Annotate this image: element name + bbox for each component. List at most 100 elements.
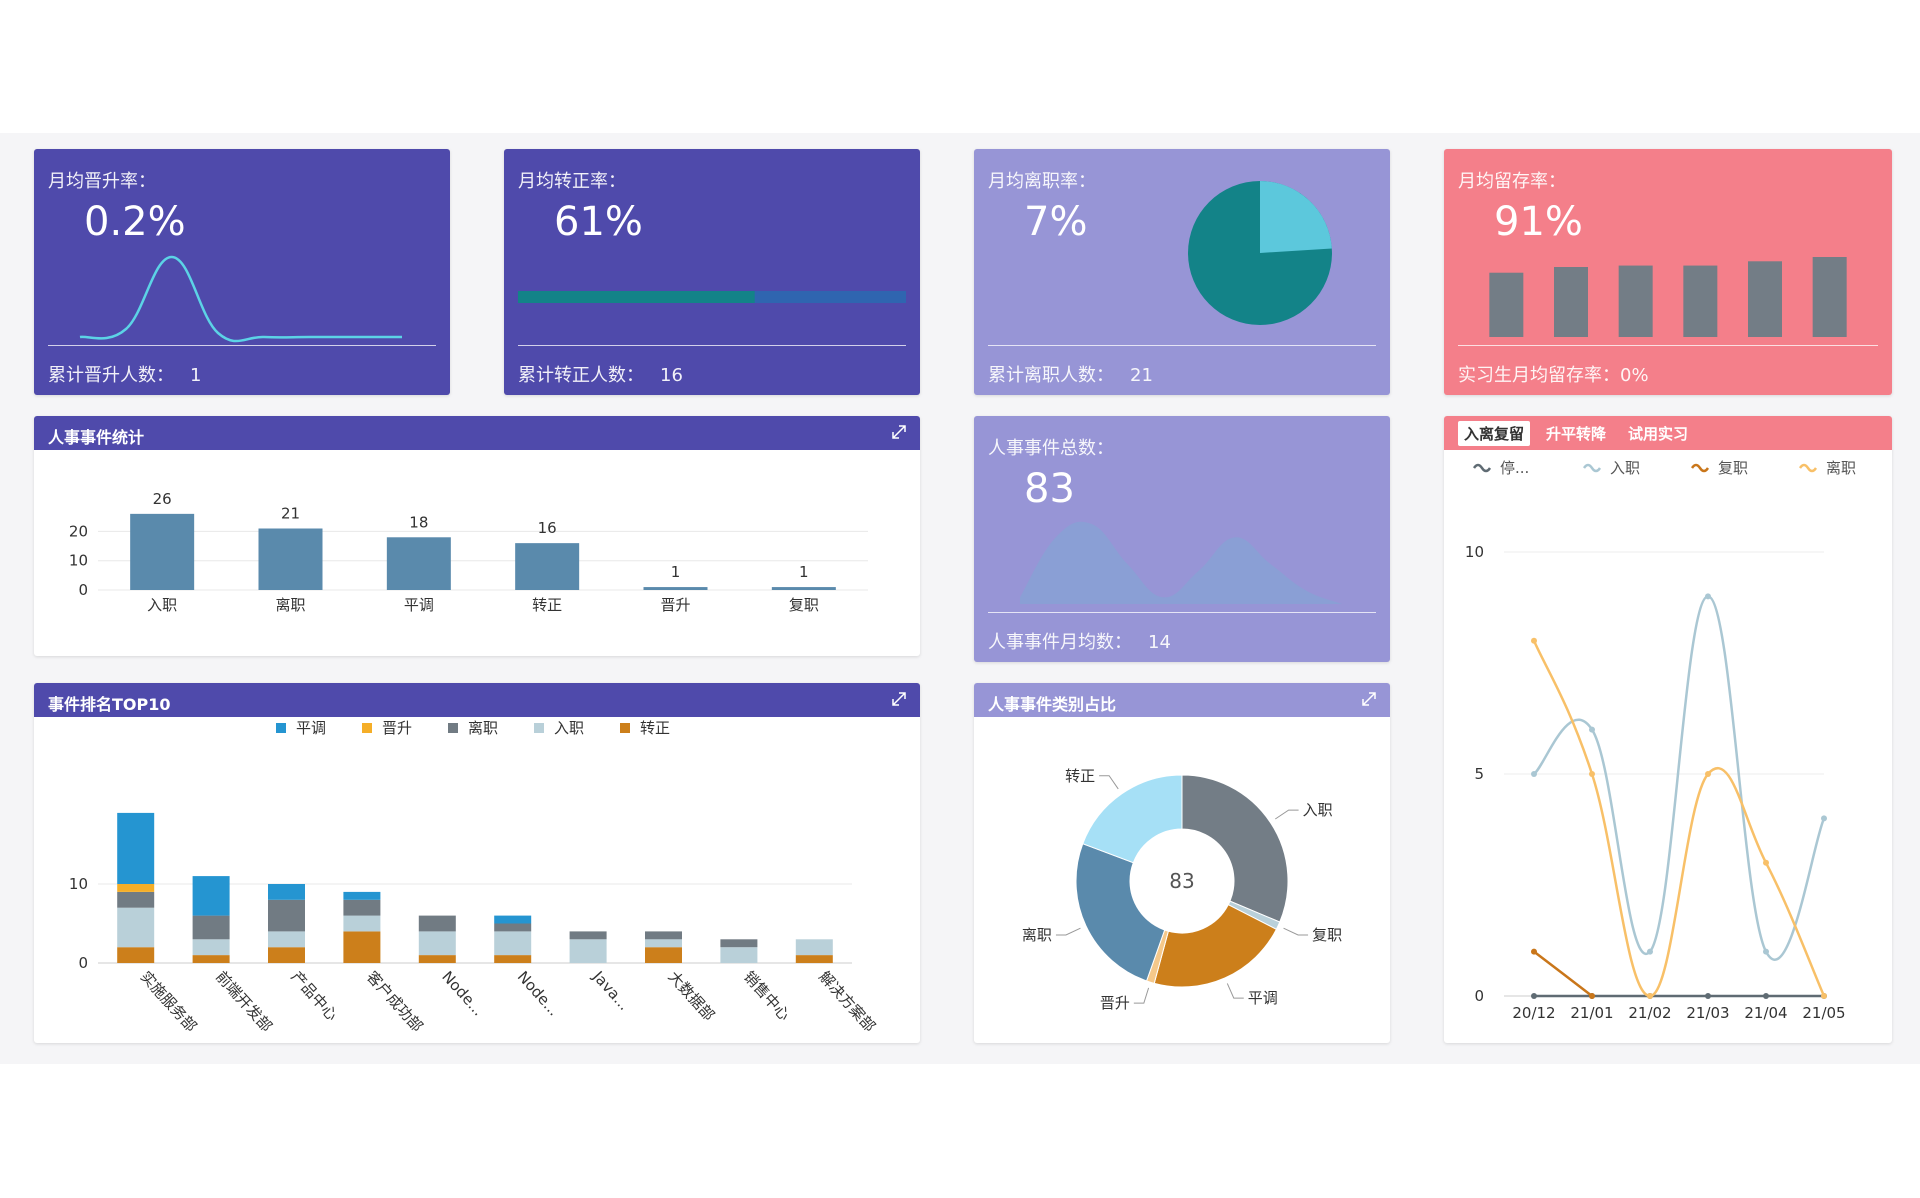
- panel-title: 人事事件类别占比: [988, 695, 1117, 714]
- slice-label: 转正: [1065, 767, 1095, 785]
- data-point: [1763, 859, 1769, 866]
- event-stats-panel: 人事事件统计 0 10 20 26 入职 21 离职 18 平调 16 转正 1 晋升 1 复职: [34, 416, 920, 656]
- bar-segment: [645, 931, 682, 940]
- legend-line-icon: [1582, 463, 1602, 473]
- legend-line-icon: [1798, 463, 1818, 473]
- x-tick-label: 20/12: [1512, 1004, 1555, 1022]
- x-tick-label: 21/01: [1570, 1004, 1613, 1022]
- legend-label: 入职: [1610, 459, 1640, 477]
- bar-segment: [343, 891, 381, 900]
- bar-segment: [268, 931, 305, 948]
- event-stats-chart: 0 10 20 26 入职 21 离职 18 平调 16 转正 1 晋升 1 复职: [69, 490, 868, 614]
- bar-segment: [720, 939, 758, 948]
- bar: [643, 587, 708, 590]
- x-tick-label: 平调: [404, 596, 434, 614]
- x-tick-label: 入职: [147, 596, 177, 614]
- panel-title: 人事事件统计: [48, 428, 145, 447]
- data-label: 1: [671, 563, 681, 581]
- bar-segment: [117, 907, 155, 948]
- data-point: [1531, 948, 1537, 955]
- turnover-count: 累计离职人数： 21: [988, 361, 1153, 387]
- confirmation-count: 累计转正人数： 16: [518, 361, 683, 387]
- y-tick-label: 5: [1474, 765, 1484, 783]
- bar-segment: [418, 931, 456, 956]
- data-label: 26: [153, 490, 172, 508]
- confirmation-count-label: 累计转正人数：: [518, 365, 644, 386]
- bar: [258, 528, 323, 590]
- legend-label: 入职: [554, 719, 584, 737]
- event-monthly-value: 14: [1148, 632, 1171, 653]
- divider: [988, 612, 1376, 613]
- data-label: 21: [281, 505, 300, 523]
- expand-icon[interactable]: [1360, 690, 1378, 708]
- donut-center-value: 83: [1169, 869, 1194, 893]
- bar-segment: [268, 899, 305, 932]
- bar: [130, 513, 195, 590]
- legend-label: 离职: [1826, 459, 1856, 477]
- bar-segment: [117, 812, 155, 884]
- legend-swatch: [276, 723, 286, 733]
- promotion-rate-label: 月均晋升率：: [48, 171, 156, 192]
- turnover-count-label: 累计离职人数：: [988, 365, 1114, 386]
- x-tick-label: 21/04: [1744, 1004, 1787, 1022]
- expand-icon[interactable]: [890, 423, 908, 441]
- bar-segment: [117, 884, 155, 892]
- event-monthly-label: 人事事件月均数：: [988, 632, 1132, 653]
- x-tick-label: Node...: [438, 968, 487, 1020]
- slice-label: 入职: [1303, 801, 1333, 819]
- legend-label: 离职: [468, 719, 498, 737]
- confirmation-rate-label: 月均转正率：: [518, 171, 626, 192]
- event-monthly: 人事事件月均数： 14: [988, 628, 1171, 654]
- sparkbar: [1489, 272, 1524, 337]
- tab-probation-intern[interactable]: 试用实习: [1628, 425, 1689, 443]
- x-tick-label: 21/03: [1686, 1004, 1729, 1022]
- legend-swatch: [362, 723, 372, 733]
- bar: [515, 543, 580, 590]
- data-point: [1763, 948, 1769, 955]
- x-tick-label: Node...: [514, 968, 563, 1020]
- bar-segment: [192, 915, 230, 940]
- bar-segment: [343, 931, 381, 963]
- trend-panel: 入离复留 升平转降 试用实习 0 5 10 20/12 21/01 21/02 21/03 2…: [1444, 416, 1892, 1043]
- data-point: [1531, 993, 1537, 999]
- y-tick-label: 10: [69, 875, 88, 893]
- y-tick-label: 10: [69, 552, 88, 570]
- confirmation-rate-card: 月均转正率： 61% 累计转正人数： 16: [504, 149, 920, 395]
- tab-onboard-leave[interactable]: 入离复留: [1458, 421, 1531, 446]
- legend-label: 停...: [1500, 459, 1529, 477]
- legend-label: 平调: [296, 719, 326, 737]
- x-tick-label: 实施服务部: [137, 968, 201, 1036]
- tab-promotion-transfer[interactable]: 升平转降: [1546, 425, 1607, 443]
- bar-segment: [268, 947, 305, 963]
- promotion-rate-value: 0.2%: [84, 199, 186, 245]
- data-point: [1763, 993, 1769, 999]
- bar-segment: [117, 891, 155, 908]
- legend-label: 转正: [640, 719, 670, 737]
- y-tick-label: 0: [78, 581, 88, 599]
- retention-rate-value: 91%: [1494, 199, 1583, 245]
- series-line: [1533, 595, 1826, 961]
- sparkline: [79, 255, 402, 343]
- data-point: [1821, 815, 1827, 822]
- turnover-rate-label: 月均离职率：: [988, 171, 1096, 192]
- legend-label: 复职: [1718, 459, 1748, 477]
- retention-rate-label: 月均留存率：: [1458, 171, 1566, 192]
- divider: [48, 345, 436, 346]
- promotion-sparkline: [79, 255, 402, 343]
- x-tick-label: 前端开发部: [212, 968, 276, 1036]
- legend-swatch: [448, 723, 458, 733]
- bar-segment: [343, 915, 381, 932]
- event-total-value: 83: [1024, 466, 1075, 512]
- turnover-pie: [1188, 181, 1332, 325]
- bar: [386, 537, 451, 590]
- expand-icon[interactable]: [890, 690, 908, 708]
- bar-segment: [494, 915, 532, 924]
- bar-segment: [418, 915, 456, 932]
- event-total-label: 人事事件总数：: [988, 438, 1114, 459]
- label-leader: [1226, 983, 1244, 999]
- retention-bars: [1489, 257, 1847, 337]
- confirmation-count-value: 16: [660, 365, 683, 386]
- divider: [988, 345, 1376, 346]
- panel-header: 人事事件类别占比: [974, 683, 1390, 717]
